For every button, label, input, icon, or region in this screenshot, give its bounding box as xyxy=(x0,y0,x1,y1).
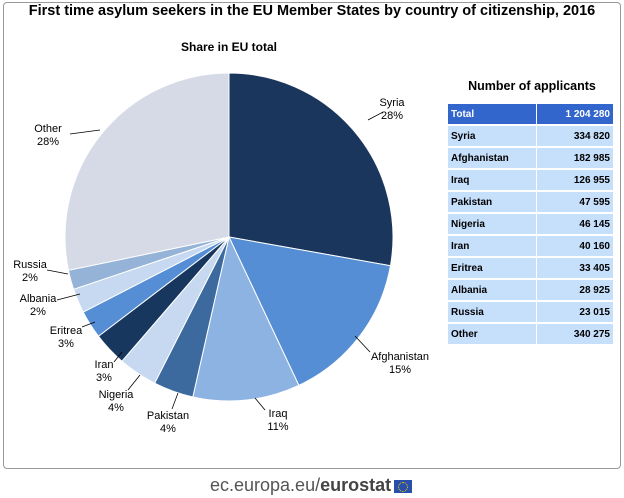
slice-percent: 4% xyxy=(160,423,176,435)
row-name: Iran xyxy=(448,236,536,256)
table-row: Afghanistan 182 985 xyxy=(448,148,613,168)
slice-percent: 3% xyxy=(58,338,74,350)
row-name: Nigeria xyxy=(448,214,536,234)
row-value: 28 925 xyxy=(537,280,613,300)
row-value: 334 820 xyxy=(537,126,613,146)
slice-label: Albania xyxy=(20,293,58,305)
pie-slice-syria xyxy=(228,72,394,267)
table-row: Other 340 275 xyxy=(448,324,613,344)
leader-line xyxy=(171,392,179,410)
row-value: 126 955 xyxy=(537,170,613,190)
slice-percent: 28% xyxy=(37,136,59,148)
slice-percent: 28% xyxy=(381,110,403,122)
slice-percent: 4% xyxy=(108,402,124,414)
slice-label: Russia xyxy=(13,259,48,271)
pie-chart: Syria28%Afghanistan15%Iraq11%Pakistan4%N… xyxy=(13,72,429,435)
table-row: Eritrea 33 405 xyxy=(448,258,613,278)
slice-percent: 15% xyxy=(389,364,411,376)
table-row: Iraq 126 955 xyxy=(448,170,613,190)
leader-line xyxy=(56,293,81,301)
footer-brand: eurostat xyxy=(320,475,392,495)
row-value: 47 595 xyxy=(537,192,613,212)
row-value: 33 405 xyxy=(537,258,613,278)
slice-label: Iraq xyxy=(269,408,288,420)
slice-label: Afghanistan xyxy=(371,351,429,363)
leader-line xyxy=(113,351,123,363)
row-name: Syria xyxy=(448,126,536,146)
leader-line xyxy=(46,269,69,275)
table-title: Number of applicants xyxy=(468,79,596,93)
row-value: 40 160 xyxy=(537,236,613,256)
leader-line xyxy=(81,321,96,328)
footer-site: ec.europa.eu/ xyxy=(210,475,321,495)
leader-line xyxy=(69,129,101,135)
row-value: 1 204 280 xyxy=(537,104,613,124)
eu-flag-icon xyxy=(394,479,413,493)
table-row: Nigeria 46 145 xyxy=(448,214,613,234)
row-value: 23 015 xyxy=(537,302,613,322)
slice-percent: 3% xyxy=(96,372,112,384)
row-name: Other xyxy=(448,324,536,344)
row-value: 340 275 xyxy=(537,324,613,344)
slice-label: Syria xyxy=(379,97,405,109)
row-name: Total xyxy=(448,104,536,124)
slice-label: Eritrea xyxy=(50,325,83,337)
slice-label: Other xyxy=(34,123,62,135)
table-row: Russia 23 015 xyxy=(448,302,613,322)
row-name: Afghanistan xyxy=(448,148,536,168)
chart-frame xyxy=(3,2,621,469)
pie-slice-other xyxy=(64,72,230,271)
slice-percent: 11% xyxy=(267,421,288,433)
row-name: Pakistan xyxy=(448,192,536,212)
table-row-total: Total 1 204 280 xyxy=(448,104,613,124)
pie-slice-iraq xyxy=(192,235,300,402)
slice-label: Nigeria xyxy=(99,389,135,401)
row-value: 46 145 xyxy=(537,214,613,234)
table-row: Pakistan 47 595 xyxy=(448,192,613,212)
slice-percent: 2% xyxy=(22,272,38,284)
pie-slice-afghanistan xyxy=(228,236,392,387)
row-value: 182 985 xyxy=(537,148,613,168)
row-name: Iraq xyxy=(448,170,536,190)
row-name: Russia xyxy=(448,302,536,322)
slice-label: Iran xyxy=(95,359,114,371)
applicants-table: Total 1 204 280 Syria 334 820 Afghanistan 1… xyxy=(447,102,614,346)
pie-title: Share in EU total xyxy=(180,40,278,54)
row-name: Eritrea xyxy=(448,258,536,278)
leader-line xyxy=(127,374,141,391)
slice-label: Pakistan xyxy=(147,410,189,422)
leader-line xyxy=(367,111,384,121)
table-row: Syria 334 820 xyxy=(448,126,613,146)
table-row: Iran 40 160 xyxy=(448,236,613,256)
slice-percent: 2% xyxy=(30,306,46,318)
table-row: Albania 28 925 xyxy=(448,280,613,300)
footer-link[interactable]: ec.europa.eu/eurostat xyxy=(210,475,413,496)
leader-line xyxy=(254,397,266,411)
row-name: Albania xyxy=(448,280,536,300)
chart-title: First time asylum seekers in the EU Memb… xyxy=(28,3,596,19)
leader-line xyxy=(354,335,371,353)
